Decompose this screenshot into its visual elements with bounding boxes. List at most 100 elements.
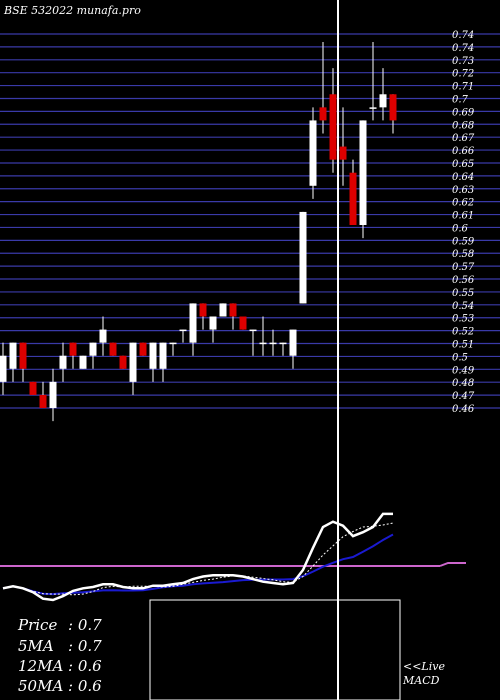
candle-body-up bbox=[259, 342, 267, 345]
candle-body-up bbox=[379, 94, 387, 108]
price-tick-label: 0.52 bbox=[452, 327, 474, 338]
signal-line-tail bbox=[439, 562, 466, 567]
candle bbox=[309, 107, 317, 199]
candle bbox=[269, 329, 277, 356]
candle bbox=[339, 107, 347, 186]
price-tick-label: 0.54 bbox=[452, 301, 474, 312]
macd-live-link[interactable]: <<Live bbox=[403, 660, 445, 673]
candle bbox=[29, 381, 37, 395]
candle bbox=[89, 342, 97, 369]
candle bbox=[259, 316, 267, 356]
price-tick-label: 0.68 bbox=[452, 120, 474, 131]
candle bbox=[149, 342, 157, 382]
price-tick-label: 0.47 bbox=[452, 391, 475, 402]
candle-body-up bbox=[169, 342, 177, 345]
candle bbox=[209, 316, 217, 343]
candle-body-up bbox=[289, 329, 297, 356]
price-tick-label: 0.66 bbox=[452, 146, 475, 157]
candle-body-down bbox=[109, 342, 117, 356]
price-label: Price bbox=[17, 616, 57, 634]
candle bbox=[9, 342, 17, 382]
price-tick-label: 0.56 bbox=[452, 275, 475, 286]
candle bbox=[69, 342, 77, 369]
candle bbox=[279, 342, 287, 356]
ma50-value: : 0.6 bbox=[68, 677, 102, 695]
price-value: : 0.7 bbox=[68, 616, 102, 634]
price-tick-label: 0.74 bbox=[452, 43, 474, 54]
price-tick-label: 0.73 bbox=[452, 56, 474, 67]
price-tick-label: 0.59 bbox=[452, 236, 475, 247]
candle-body-down bbox=[349, 172, 357, 225]
candle bbox=[49, 368, 57, 422]
price-tick-label: 0.49 bbox=[452, 365, 475, 376]
candle-body-up bbox=[179, 329, 187, 332]
candle-body-up bbox=[219, 303, 227, 317]
price-tick-label: 0.61 bbox=[452, 211, 474, 222]
price-tick-label: 0.57 bbox=[452, 262, 475, 273]
candle-body-down bbox=[139, 342, 147, 356]
ma5-label: 5MA bbox=[18, 637, 54, 655]
candle-body-down bbox=[69, 342, 77, 356]
candle bbox=[109, 342, 117, 356]
candle bbox=[129, 342, 137, 395]
candle bbox=[39, 381, 47, 408]
candle-body-down bbox=[229, 303, 237, 317]
candle-body-down bbox=[239, 316, 247, 330]
candle-body-down bbox=[329, 94, 337, 160]
ma-short-line bbox=[2, 512, 393, 602]
candle bbox=[229, 303, 237, 330]
candle-body-down bbox=[339, 146, 347, 160]
macd-label: MACD bbox=[402, 674, 440, 687]
candle bbox=[349, 159, 357, 225]
chart-title: BSE 532022 munafa.pro bbox=[3, 4, 141, 17]
price-tick-label: 0.62 bbox=[452, 198, 474, 209]
price-tick-label: 0.5 bbox=[452, 352, 468, 363]
candle-body-down bbox=[199, 303, 207, 317]
candle-body-down bbox=[19, 342, 27, 369]
price-tick-label: 0.72 bbox=[452, 69, 474, 80]
price-axis: 0.74 0.74 0.73 0.72 0.710.7 0.69 0.68 0.67 0.66 0… bbox=[452, 30, 475, 415]
price-tick-label: 0.51 bbox=[452, 340, 474, 351]
ma5-value: : 0.7 bbox=[68, 637, 102, 655]
candle bbox=[0, 342, 7, 395]
price-tick-label: 0.67 bbox=[452, 133, 475, 144]
candle-body-up bbox=[249, 329, 257, 332]
candle bbox=[299, 211, 307, 304]
candle-body-up bbox=[299, 211, 307, 304]
price-tick-label: 0.53 bbox=[452, 314, 474, 325]
price-tick-label: 0.69 bbox=[452, 107, 475, 118]
candle bbox=[199, 303, 207, 330]
candle bbox=[99, 316, 107, 356]
candle bbox=[159, 342, 167, 382]
ma12-label: 12MA bbox=[18, 657, 63, 675]
candle bbox=[139, 342, 147, 356]
price-tick-label: 0.58 bbox=[452, 249, 474, 260]
price-tick-label: 0.74 bbox=[452, 30, 474, 41]
candle-body-down bbox=[29, 381, 37, 395]
stats-panel: Price : 0.7 5MA : 0.7 12MA : 0.6 50MA : … bbox=[17, 616, 102, 695]
candle-body-up bbox=[79, 355, 87, 369]
candle-body-down bbox=[389, 94, 397, 121]
candle bbox=[169, 342, 177, 356]
candle-body-up bbox=[149, 342, 157, 369]
candle-body-up bbox=[9, 342, 17, 369]
candle-body-up bbox=[369, 107, 377, 109]
candle bbox=[219, 303, 227, 317]
candle bbox=[289, 329, 297, 369]
price-tick-label: 0.71 bbox=[452, 82, 474, 93]
candle-body-up bbox=[279, 342, 287, 345]
ma50-label: 50MA bbox=[18, 677, 63, 695]
candle-body-up bbox=[49, 381, 57, 408]
candle-body-up bbox=[189, 303, 197, 343]
price-tick-label: 0.63 bbox=[452, 185, 474, 196]
grid-lines bbox=[0, 33, 500, 409]
candle bbox=[179, 329, 187, 343]
ma-mid-line bbox=[2, 522, 394, 596]
candle bbox=[319, 42, 327, 134]
candle bbox=[249, 329, 257, 356]
candle-body-up bbox=[159, 342, 167, 369]
candle bbox=[389, 94, 397, 134]
candle bbox=[19, 342, 27, 382]
price-tick-label: 0.7 bbox=[452, 94, 469, 105]
